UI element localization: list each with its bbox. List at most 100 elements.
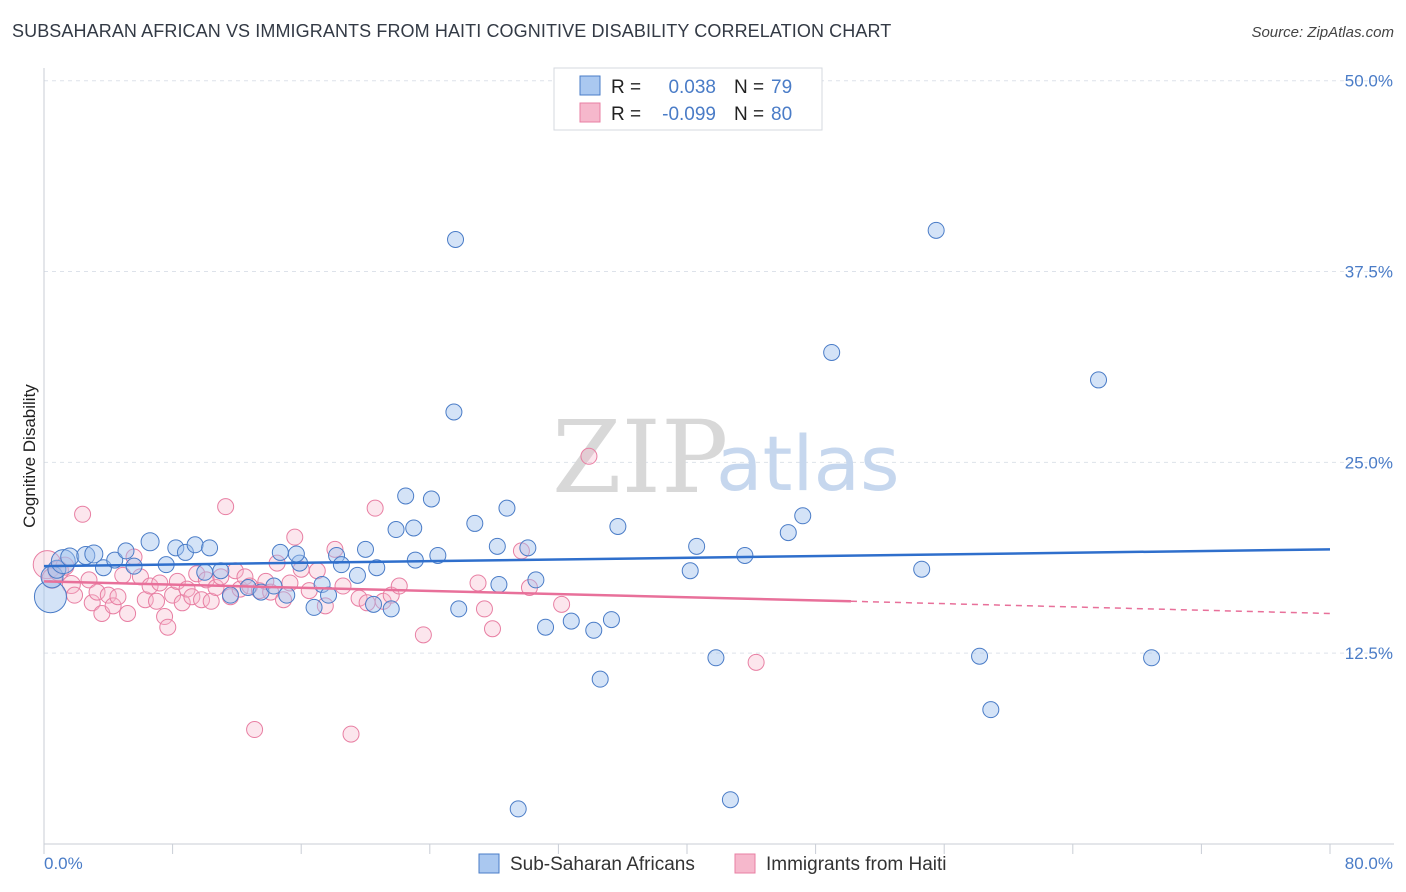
subsaharan-point xyxy=(186,536,204,554)
subsaharan-point xyxy=(736,546,754,564)
subsaharan-point xyxy=(591,670,609,688)
subsaharan-point xyxy=(167,539,185,557)
haiti-point xyxy=(580,447,598,465)
haiti-points xyxy=(32,447,765,743)
subsaharan-point xyxy=(681,562,699,580)
subsaharan-point xyxy=(387,521,405,539)
haiti-point xyxy=(156,608,174,626)
subsaharan-point xyxy=(60,547,80,567)
subsaharan-point xyxy=(982,701,1000,719)
subsaharan-point xyxy=(287,545,305,563)
subsaharan-point xyxy=(422,490,440,508)
haiti-point xyxy=(553,595,571,613)
subsaharan-point xyxy=(1143,649,1161,667)
subsaharan-point xyxy=(278,586,296,604)
subsaharan-point xyxy=(913,560,931,578)
haiti-point xyxy=(83,594,101,612)
subsaharan-point xyxy=(490,575,508,593)
subsaharan-point xyxy=(405,519,423,537)
subsaharan-point xyxy=(779,524,797,542)
haiti-point xyxy=(148,592,166,610)
haiti-point xyxy=(207,579,225,597)
haiti-point xyxy=(747,653,765,671)
subsaharan-point xyxy=(509,800,527,818)
watermark-atlas: atlas xyxy=(716,419,900,508)
source-label: Source: ZipAtlas.com xyxy=(1251,24,1394,41)
subsaharan-point xyxy=(527,571,545,589)
haiti-point xyxy=(61,574,81,594)
haiti-point xyxy=(159,618,177,636)
stats-legend: R = 0.038 N = 79 R = -0.099 N = 80 xyxy=(553,67,823,131)
y-tick-label: 12.5% xyxy=(1345,644,1393,663)
subsaharan-point xyxy=(50,549,76,575)
subsaharan-point xyxy=(382,600,400,618)
legend-r-value-2: -0.099 xyxy=(662,104,716,125)
haiti-point xyxy=(334,577,352,595)
legend-swatch-blue xyxy=(579,75,601,96)
legend-n-value-2: 80 xyxy=(771,104,792,125)
gridlines xyxy=(44,80,1394,654)
haiti-point xyxy=(173,594,191,612)
subsaharan-point xyxy=(450,600,468,618)
subsaharan-point xyxy=(357,540,374,558)
haiti-point xyxy=(257,572,275,590)
subsaharan-point xyxy=(488,537,506,555)
haiti-point xyxy=(202,592,220,610)
legend-n-value-1: 79 xyxy=(771,77,792,98)
watermark: ZIP atlas xyxy=(552,399,900,516)
series-legend-swatch-blue xyxy=(478,853,500,874)
series-legend: Sub-Saharan Africans Immigrants from Hai… xyxy=(478,853,947,875)
haiti-point xyxy=(32,550,62,580)
haiti-point xyxy=(119,604,137,622)
haiti-point xyxy=(469,574,487,592)
subsaharan-point xyxy=(971,647,989,665)
chart-title: SUBSAHARAN AFRICAN VS IMMIGRANTS FROM HA… xyxy=(12,21,892,41)
haiti-point xyxy=(217,498,235,516)
haiti-point xyxy=(246,721,264,739)
haiti-point xyxy=(275,591,293,609)
x-ticks xyxy=(43,844,1331,854)
x-tick-label-min: 0.0% xyxy=(44,854,83,873)
subsaharan-point xyxy=(117,542,135,560)
subsaharan-point xyxy=(466,514,484,532)
subsaharan-point xyxy=(707,649,725,667)
subsaharan-point xyxy=(221,586,239,604)
haiti-trend-line-projection xyxy=(850,600,1331,615)
subsaharan-point xyxy=(927,221,945,239)
subsaharan-point xyxy=(365,595,383,613)
y-tick-label: 37.5% xyxy=(1345,263,1393,282)
subsaharan-point xyxy=(498,499,516,517)
y-axis-label: Cognitive Disability xyxy=(20,384,39,528)
subsaharan-point xyxy=(602,611,620,629)
legend-swatch-pink xyxy=(579,102,601,123)
subsaharan-point xyxy=(537,618,555,636)
subsaharan-point xyxy=(84,544,104,564)
haiti-point xyxy=(342,725,360,743)
subsaharan-point xyxy=(348,566,366,584)
haiti-point xyxy=(80,571,98,589)
haiti-point xyxy=(326,540,344,558)
series-legend-swatch-pink xyxy=(734,853,756,874)
legend-n-label-2: N = xyxy=(734,104,764,125)
watermark-zip: ZIP xyxy=(552,399,728,516)
y-tick-label: 25.0% xyxy=(1345,453,1393,472)
haiti-point xyxy=(88,583,106,601)
series-legend-label-blue: Sub-Saharan Africans xyxy=(510,854,695,875)
subsaharan-point xyxy=(794,507,812,525)
subsaharan-point xyxy=(332,556,350,574)
haiti-point xyxy=(104,597,122,615)
subsaharan-point xyxy=(429,546,447,564)
subsaharan-point xyxy=(397,487,415,505)
subsaharan-point xyxy=(688,537,706,555)
legend-r-value-1: 0.038 xyxy=(668,77,716,98)
subsaharan-point xyxy=(320,586,338,604)
subsaharan-point xyxy=(445,403,463,421)
subsaharan-point xyxy=(368,559,386,577)
subsaharan-point xyxy=(519,539,537,557)
y-tick-label: 50.0% xyxy=(1345,72,1393,91)
subsaharan-point xyxy=(585,621,603,639)
subsaharan-trend-line xyxy=(43,548,1331,568)
subsaharan-point xyxy=(609,517,627,535)
subsaharan-point xyxy=(447,230,465,248)
